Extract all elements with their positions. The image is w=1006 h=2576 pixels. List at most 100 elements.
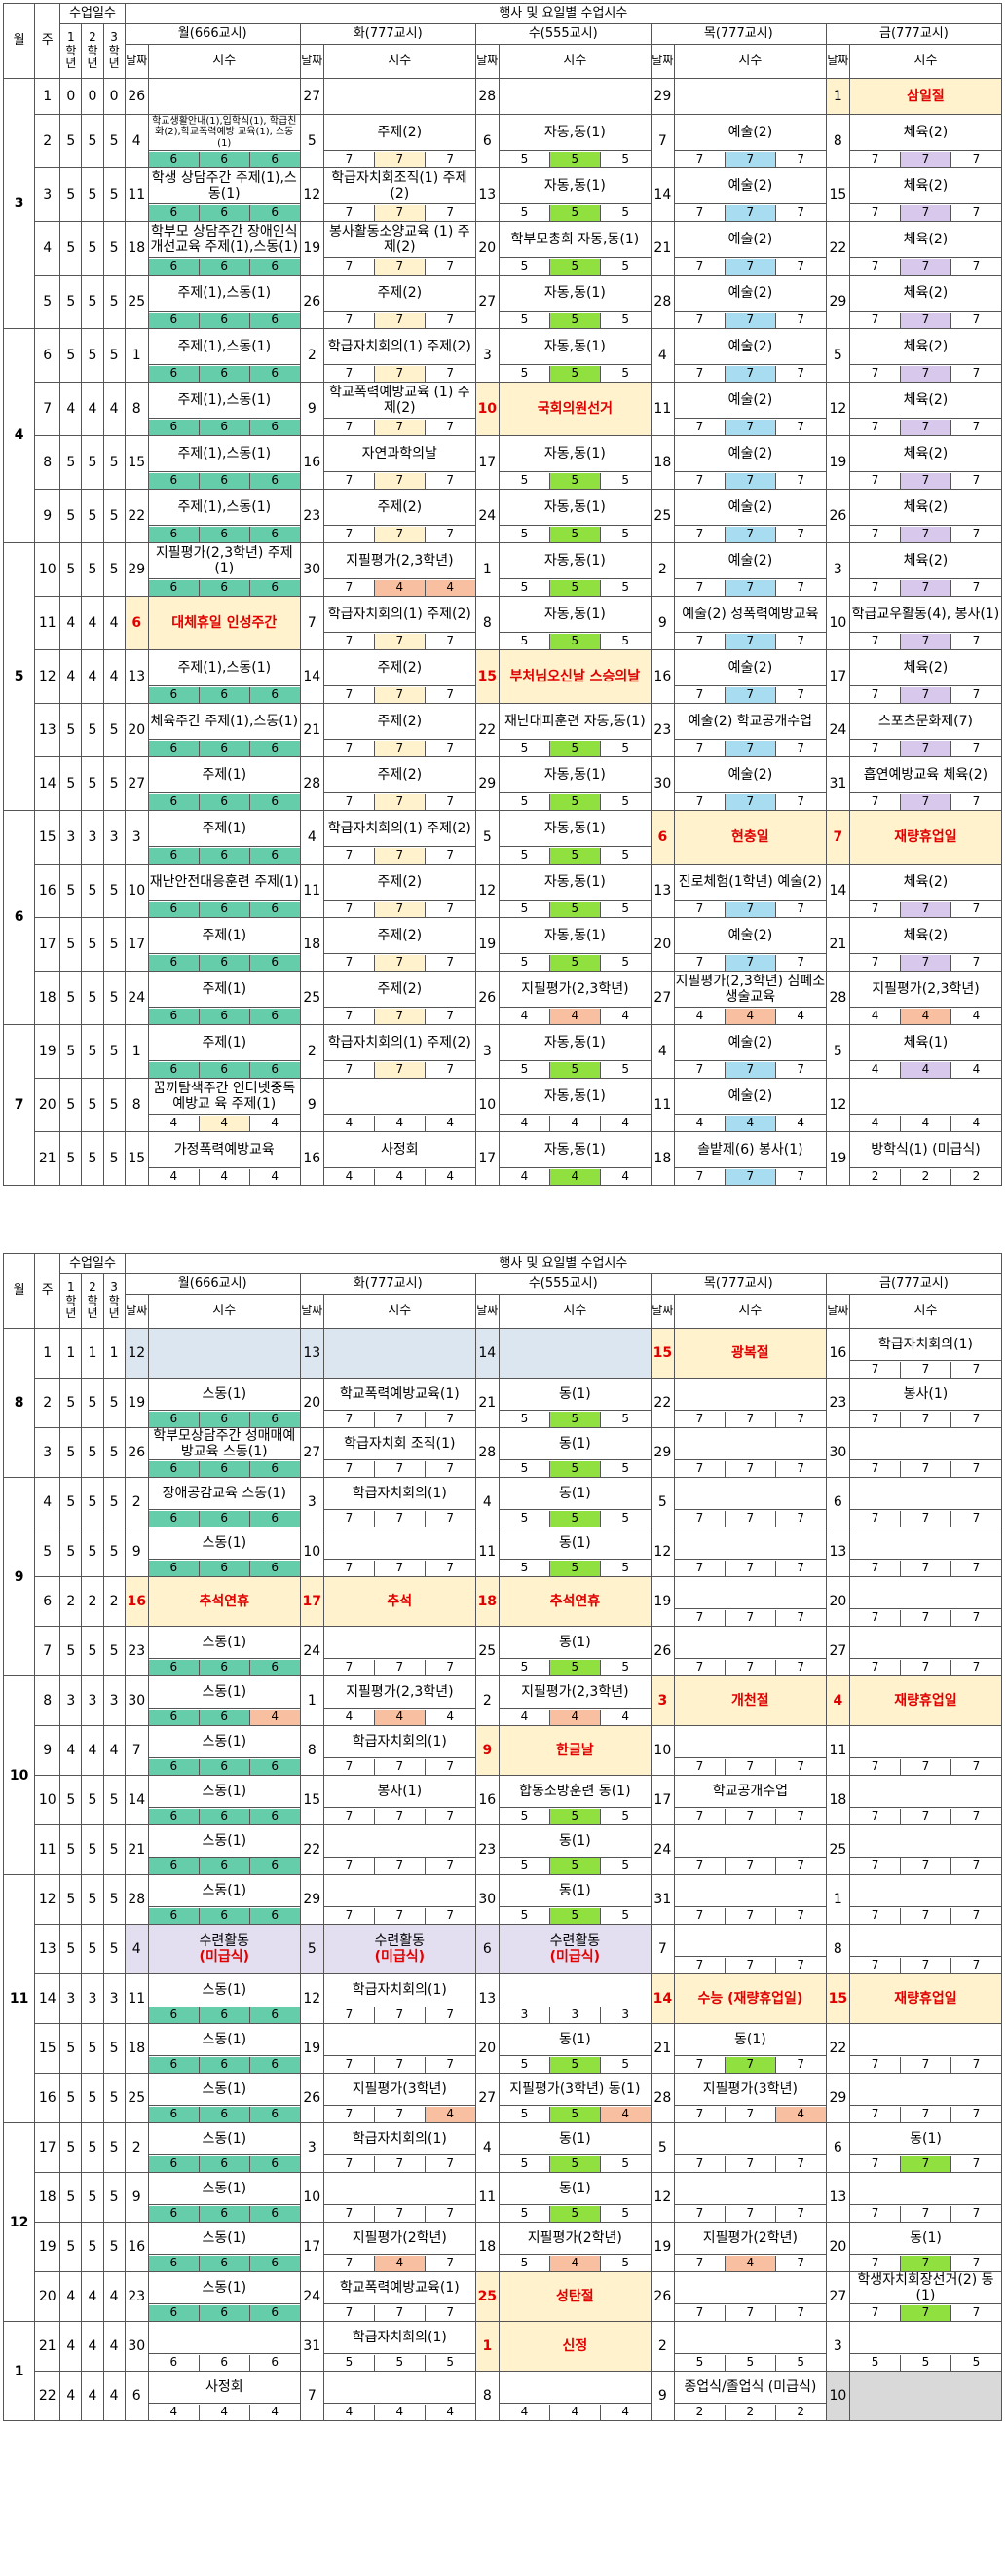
grade-hours: 6	[198, 365, 250, 382]
week-number: 9	[34, 1725, 61, 1777]
grade-hours: 7	[871, 1808, 879, 1822]
month-label: 6	[2, 810, 36, 1025]
grade-hours: 7	[695, 1510, 704, 1525]
activity-cell: 학급자치회의(1)	[322, 1725, 476, 1759]
date-cell: 26	[124, 78, 149, 115]
activity-cell: 스동(1)	[147, 1824, 301, 1858]
grade-hours: 7	[345, 312, 354, 326]
header-hours: 시수	[322, 44, 476, 79]
grade-hours: 7	[345, 419, 354, 433]
header-day-fri: 금(777교시)	[825, 1273, 1003, 1295]
grade-hours: 7	[424, 1510, 475, 1527]
grade-hours: 6	[248, 686, 300, 703]
day-count-grade2: 5	[81, 114, 104, 168]
date-cell: 18	[474, 2222, 500, 2273]
grade-hours: 7	[900, 740, 951, 756]
day-count-grade1: 5	[59, 2222, 83, 2273]
grade-hours: 7	[695, 1659, 704, 1674]
date-cell: 10	[299, 1527, 324, 1578]
grade-hours: 7	[871, 204, 879, 219]
day-count-grade2: 5	[81, 167, 104, 222]
week-number: 15	[34, 2023, 61, 2075]
date-cell: 2	[474, 1675, 500, 1727]
date-cell: 18	[650, 435, 675, 490]
day-count-grade1: 4	[59, 2271, 83, 2323]
activity-cell	[673, 1874, 827, 1908]
grade-hours: 4	[198, 1168, 250, 1185]
grade-hours: 6	[248, 312, 300, 328]
date-cell: 12	[825, 1078, 850, 1132]
day-count-grade2: 5	[81, 1131, 104, 1186]
activity-cell	[848, 1576, 1003, 1610]
grade-hours: 7	[695, 740, 704, 754]
week-number: 7	[34, 382, 61, 436]
activity-cell	[848, 2073, 1003, 2107]
grade-hours: 7	[900, 312, 951, 328]
grade-hours: 7	[725, 633, 776, 649]
grade-hours: 4	[424, 1115, 475, 1131]
day-count-grade3: 5	[102, 756, 126, 811]
date-cell: 28	[124, 1874, 149, 1926]
grade-hours: 7	[900, 579, 951, 596]
grade-hours: 5	[599, 151, 651, 167]
grade-hours: 7	[424, 526, 475, 542]
grade-hours: 7	[373, 472, 426, 489]
grade-hours: 7	[725, 312, 776, 328]
day-count-grade3: 5	[102, 971, 126, 1025]
day-count-grade3: 4	[102, 649, 126, 704]
grade-hours: 5	[695, 2354, 704, 2369]
activity-cell: 예술(2)	[673, 542, 827, 579]
date-cell: 1	[825, 1874, 850, 1926]
grade-hours: 7	[774, 312, 826, 328]
grade-hours: 7	[373, 901, 426, 917]
day-count-grade3: 5	[102, 167, 126, 222]
activity-cell: 학부모총회 자동,동(1)	[498, 221, 652, 258]
date-cell: 29	[825, 2073, 850, 2124]
date-cell: 8	[825, 114, 850, 168]
grade-hours: 6	[149, 472, 200, 489]
grade-hours: 5	[520, 2155, 529, 2170]
grade-hours: 7	[871, 1858, 879, 1872]
date-cell: 4	[650, 1024, 675, 1079]
grade-hours: 3	[520, 2006, 529, 2021]
grade-hours: 4	[774, 1115, 826, 1131]
grade-hours: 7	[345, 633, 354, 647]
grade-hours: 6	[149, 419, 200, 435]
week-number: 10	[34, 542, 61, 597]
date-cell: 26	[299, 275, 324, 329]
grade-hours: 5	[549, 847, 601, 864]
grade-hours: 7	[900, 1808, 951, 1824]
activity-cell: 주제(1)	[147, 756, 301, 793]
activity-cell: 학교폭력예방교육(1)	[322, 1378, 476, 1411]
grade-hours: 7	[950, 1808, 1001, 1824]
grade-hours: 5	[599, 312, 651, 328]
activity-cell: 예술(2)	[673, 1024, 827, 1061]
grade-hours: 5	[520, 1460, 529, 1475]
grade-hours: 7	[725, 526, 776, 542]
grade-hours: 7	[695, 1560, 704, 1574]
